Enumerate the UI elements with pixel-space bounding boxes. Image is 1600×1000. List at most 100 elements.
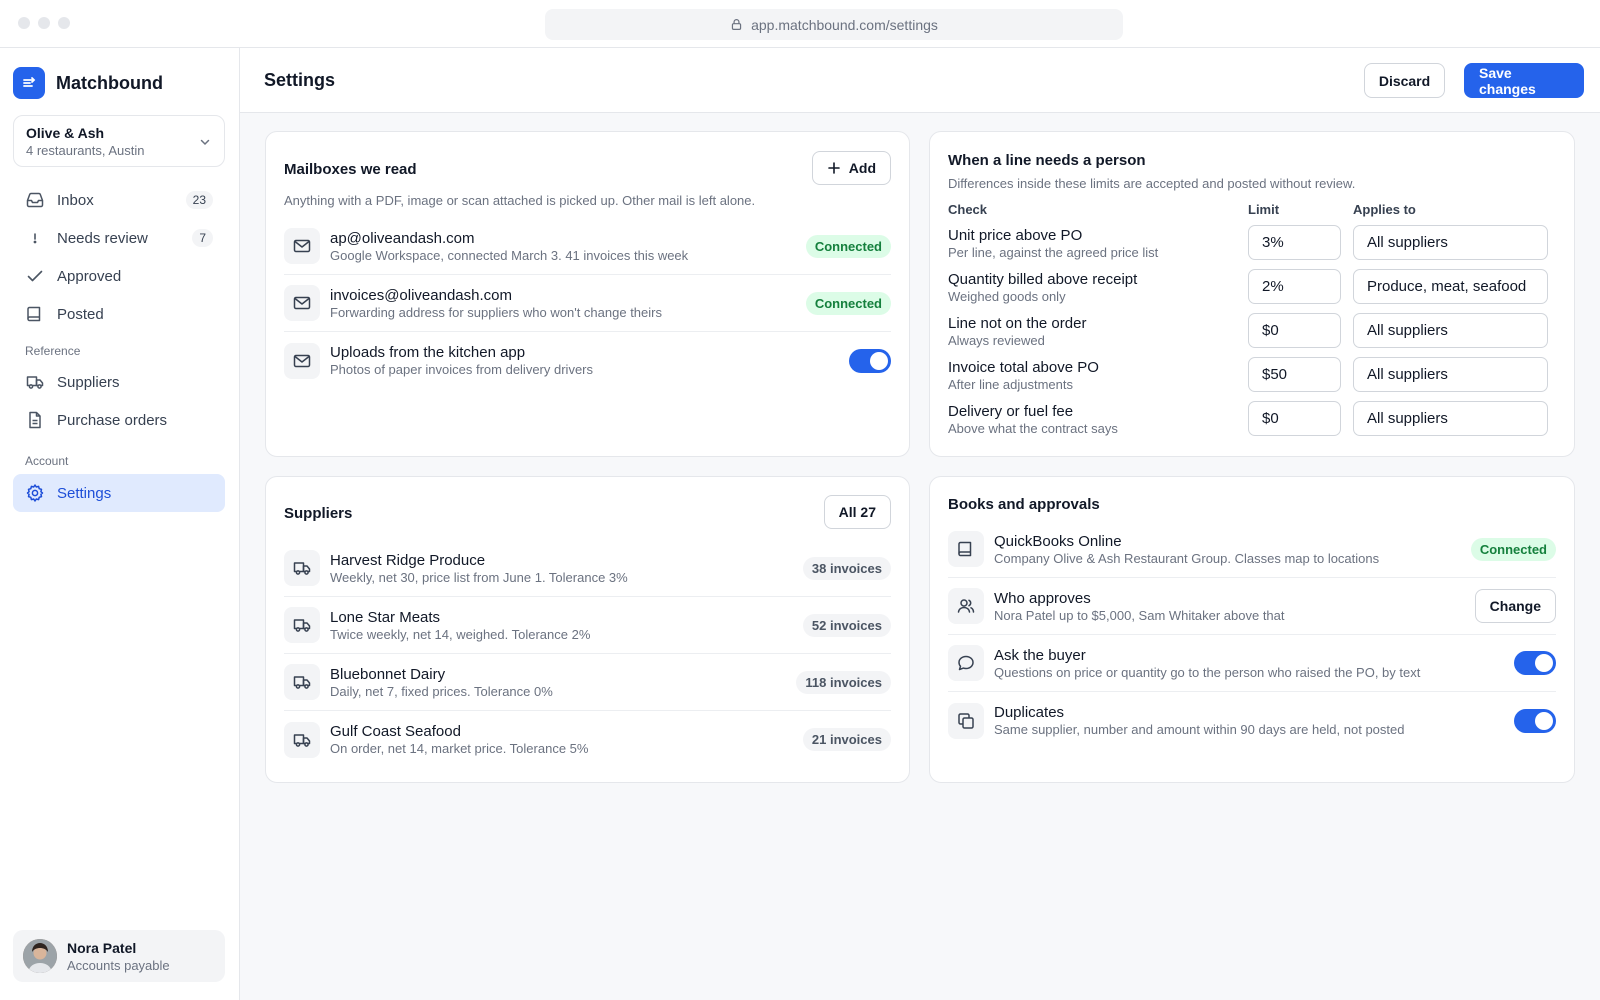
supplier-terms: On order, net 14, market price. Toleranc…	[330, 741, 589, 756]
brand-logo-icon	[13, 67, 45, 99]
inbox-count-badge: 23	[185, 191, 213, 209]
applies-to-select[interactable]: All suppliers	[1353, 357, 1548, 392]
sidebar-item-settings[interactable]: Settings	[13, 474, 225, 512]
duplicates-title: Duplicates	[994, 704, 1065, 721]
books-approvals-title: Books and approvals	[948, 496, 1100, 513]
mailbox-description: Photos of paper invoices from delivery d…	[330, 362, 594, 377]
mailbox-row[interactable]: ap@oliveandash.com Google Workspace, conn…	[284, 218, 891, 275]
review-rules-card: When a line needs a person Differences i…	[929, 131, 1575, 457]
maximize-window-dot[interactable]	[58, 17, 70, 29]
truck-icon	[26, 376, 44, 389]
mailboxes-card: Mailboxes we read Add Anything with a PD…	[265, 131, 910, 457]
account-section-label: Account	[25, 454, 69, 468]
duplicates-toggle[interactable]	[1514, 708, 1556, 733]
status-badge: Connected	[1470, 537, 1556, 561]
applies-to-select[interactable]: All suppliers	[1353, 313, 1548, 348]
organization-subtitle: 4 restaurants, Austin	[26, 143, 145, 158]
invoice-count-badge: 118 invoices	[796, 670, 891, 694]
rule-row: Unit price above PO Per line, against th…	[948, 225, 1556, 269]
supplier-terms: Weekly, net 30, price list from June 1. …	[330, 569, 628, 585]
sidebar-item-label: Settings	[57, 484, 112, 502]
supplier-row[interactable]: Gulf Coast Seafood On order, net 14, mark…	[284, 711, 891, 768]
approvers-title: Who approves	[994, 589, 1091, 607]
chat-bubble-icon	[948, 645, 984, 681]
organization-switcher[interactable]: Olive & Ash 4 restaurants, Austin	[13, 115, 225, 167]
supplier-row[interactable]: Harvest Ridge Produce Weekly, net 30, pri…	[284, 540, 891, 597]
book-icon	[27, 306, 41, 322]
mailboxes-title: Mailboxes we read	[284, 161, 417, 178]
main-nav: Inbox 23 Needs review 7 Approved Posted	[13, 181, 225, 333]
integration-description: Company Olive & Ash Restaurant Group. Cl…	[994, 550, 1380, 566]
user-role: Accounts payable	[67, 957, 170, 973]
applies-to-select[interactable]: All suppliers	[1353, 225, 1548, 260]
limit-input[interactable]: $50	[1248, 357, 1341, 392]
applies-to-select[interactable]: All suppliers	[1353, 401, 1548, 436]
needs-review-count-badge: 7	[192, 229, 213, 247]
limit-input[interactable]: $0	[1248, 313, 1341, 348]
supplier-name: Harvest Ridge Produce	[330, 551, 486, 569]
sidebar-item-suppliers[interactable]: Suppliers	[13, 363, 225, 401]
save-changes-button[interactable]: Save changes	[1464, 63, 1584, 98]
brand[interactable]: Matchbound	[13, 67, 163, 99]
supplier-name: Bluebonnet Dairy	[330, 665, 446, 683]
ask-buyer-title: Ask the buyer	[994, 646, 1086, 664]
close-window-dot[interactable]	[18, 17, 30, 29]
truck-icon	[284, 607, 320, 643]
rule-title: Invoice total above PO	[948, 359, 1099, 376]
mailbox-row[interactable]: invoices@oliveandash.com Forwarding addre…	[284, 275, 891, 332]
address-bar[interactable]: app.matchbound.com/settings	[545, 9, 1123, 40]
avatar	[23, 939, 57, 973]
rule-row: Quantity billed above receipt Weighed go…	[948, 269, 1556, 313]
reference-section-label: Reference	[25, 344, 81, 358]
brand-name: Matchbound	[56, 72, 163, 93]
add-button-label: Add	[848, 160, 876, 176]
suppliers-title: Suppliers	[284, 505, 353, 522]
rule-row: Invoice total above PO After line adjust…	[948, 357, 1556, 401]
approvers-description: Nora Patel up to $5,000, Sam Whitaker ab…	[994, 607, 1285, 623]
sidebar-item-label: Posted	[57, 305, 104, 323]
duplicates-description: Same supplier, number and amount within …	[994, 722, 1405, 737]
page-header: Settings Discard Save changes	[240, 48, 1600, 113]
applies-to-select[interactable]: Produce, meat, seafood	[1353, 269, 1548, 304]
minimize-window-dot[interactable]	[38, 17, 50, 29]
rule-description: After line adjustments	[948, 377, 1074, 392]
truck-icon	[284, 664, 320, 700]
mail-icon	[284, 228, 320, 264]
all-suppliers-button[interactable]: All 27	[823, 495, 891, 529]
sidebar-item-needs-review[interactable]: Needs review 7	[13, 219, 225, 257]
rule-description: Weighed goods only	[948, 289, 1066, 304]
inbox-icon	[26, 192, 44, 208]
rule-title: Line not on the order	[948, 315, 1087, 332]
mailbox-row[interactable]: Uploads from the kitchen app Photos of pa…	[284, 332, 891, 389]
rule-description: Above what the contract says	[948, 421, 1118, 436]
exclamation-icon	[33, 233, 37, 244]
sidebar-item-approved[interactable]: Approved	[13, 257, 225, 295]
limit-input[interactable]: 2%	[1248, 269, 1341, 304]
supplier-row[interactable]: Lone Star Meats Twice weekly, net 14, wei…	[284, 597, 891, 654]
review-rules-description: Differences inside these limits are acce…	[948, 176, 1356, 191]
copy-icon	[948, 702, 984, 739]
sidebar-item-purchase-orders[interactable]: Purchase orders	[13, 401, 225, 439]
limit-input[interactable]: $0	[1248, 401, 1341, 436]
sidebar-item-label: Needs review	[57, 229, 148, 247]
mailboxes-description: Anything with a PDF, image or scan attac…	[284, 193, 756, 208]
sidebar-item-posted[interactable]: Posted	[13, 295, 225, 333]
supplier-row[interactable]: Bluebonnet Dairy Daily, net 7, fixed pric…	[284, 654, 891, 711]
change-approvers-button[interactable]: Change	[1474, 589, 1556, 623]
kitchen-app-uploads-toggle[interactable]	[849, 348, 891, 373]
sidebar-item-inbox[interactable]: Inbox 23	[13, 181, 225, 219]
mailbox-address: Uploads from the kitchen app	[330, 344, 526, 361]
rule-row: Line not on the order Always reviewed $0…	[948, 313, 1556, 357]
review-rules-title: When a line needs a person	[948, 152, 1146, 169]
ask-buyer-toggle[interactable]	[1514, 651, 1556, 675]
rule-title: Unit price above PO	[948, 227, 1083, 244]
discard-button[interactable]: Discard	[1364, 63, 1445, 98]
integration-row[interactable]: QuickBooks Online Company Olive & Ash Res…	[948, 521, 1556, 578]
invoice-count-badge: 21 invoices	[802, 728, 891, 751]
mailbox-address: invoices@oliveandash.com	[330, 286, 512, 304]
add-mailbox-button[interactable]: Add	[811, 151, 891, 185]
status-badge: Connected	[805, 291, 891, 315]
user-profile[interactable]: Nora Patel Accounts payable	[13, 930, 225, 982]
url-text: app.matchbound.com/settings	[751, 16, 938, 33]
limit-input[interactable]: 3%	[1248, 225, 1341, 260]
